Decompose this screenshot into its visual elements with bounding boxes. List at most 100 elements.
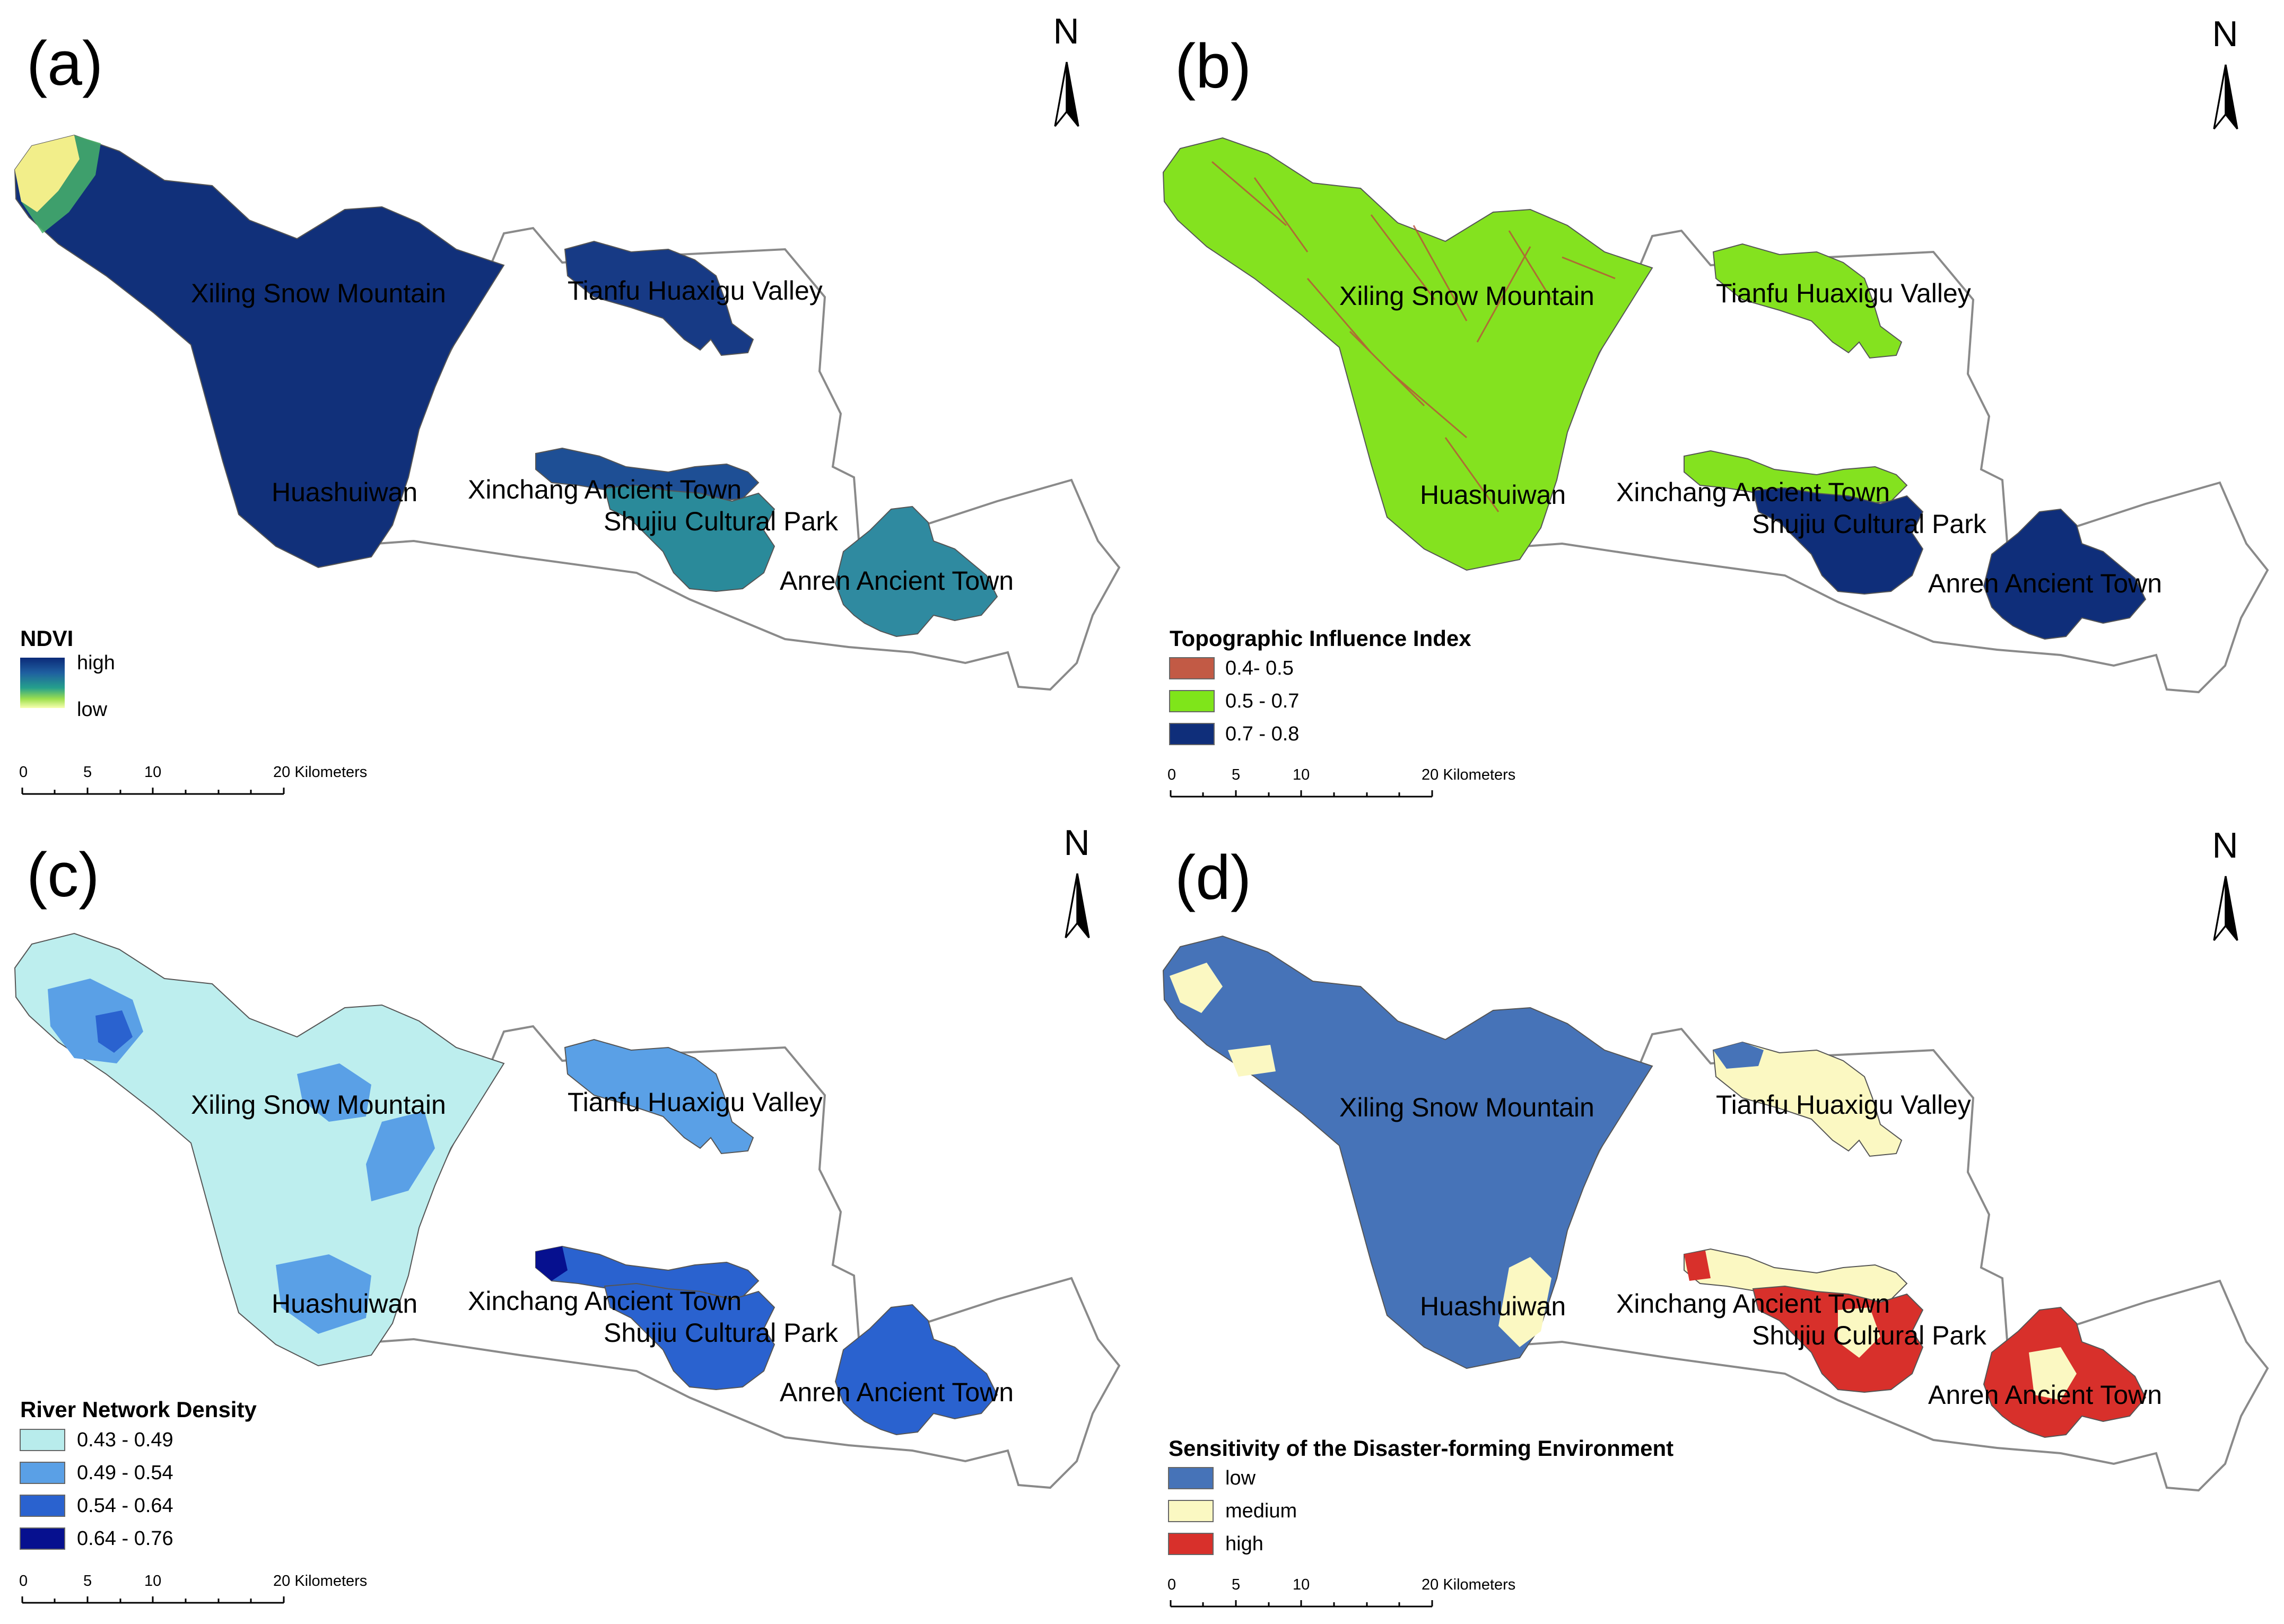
- scale-tick-5: 5: [1232, 1576, 1240, 1593]
- panel-c-place-labels: Xiling Snow Mountain Tianfu Huaxigu Vall…: [191, 1087, 1014, 1407]
- scale-end-label: 20 Kilometers: [1422, 766, 1515, 783]
- label-anren: Anren Ancient Town: [780, 1377, 1014, 1407]
- panel-d-scale-bar: 0 5 10 20 Kilometers: [1167, 1576, 1515, 1608]
- north-letter: N: [2212, 14, 2238, 54]
- north-letter: N: [1053, 11, 1079, 51]
- legend-swatch-1: [20, 1429, 65, 1451]
- legend-title: River Network Density: [20, 1397, 257, 1422]
- panel-a-map: [14, 135, 1120, 691]
- scale-tick-5: 5: [83, 764, 92, 781]
- scale-tick-0: 0: [1167, 766, 1176, 783]
- label-huashuiwan: Huashuiwan: [272, 1289, 417, 1319]
- legend-label-2: medium: [1225, 1500, 1297, 1522]
- ndvi-gradient-bar: [20, 658, 65, 708]
- scale-tick-0: 0: [19, 1573, 28, 1590]
- panel-b-scale-bar: 0 5 10 20 Kilometers: [1167, 766, 1515, 798]
- panel-c-legend: River Network Density 0.43 - 0.49 0.49 -…: [20, 1397, 257, 1550]
- legend-swatch-3: [20, 1495, 65, 1517]
- scale-tick-0: 0: [1167, 1576, 1176, 1593]
- label-huashuiwan: Huashuiwan: [1420, 480, 1566, 510]
- north-arrow-icon: [2213, 64, 2238, 130]
- region-xiling-snow-mountain: [1163, 936, 1653, 1369]
- north-arrow-icon: [1054, 61, 1079, 127]
- label-shujiu: Shujiu Cultural Park: [604, 507, 839, 536]
- label-xiling: Xiling Snow Mountain: [191, 278, 446, 308]
- river-density-patch-4: [366, 1111, 435, 1201]
- legend-label-1: 0.43 - 0.49: [77, 1429, 173, 1451]
- label-xiling: Xiling Snow Mountain: [191, 1090, 446, 1120]
- north-letter: N: [2212, 825, 2238, 866]
- label-tianfu: Tianfu Huaxigu Valley: [1716, 278, 1971, 308]
- river-density-patch-3: [297, 1063, 371, 1122]
- panel-b-map: [1163, 137, 2269, 693]
- panel-d-place-labels: Xiling Snow Mountain Tianfu Huaxigu Vall…: [1339, 1090, 2162, 1410]
- legend-swatch-4: [20, 1527, 65, 1550]
- panel-b-letter: (b): [1175, 31, 1251, 101]
- panel-a-letter: (a): [27, 29, 103, 99]
- label-shujiu: Shujiu Cultural Park: [1752, 1321, 1987, 1350]
- sensitivity-medium-patch-5: [2029, 1347, 2077, 1400]
- panel-a: (a) N Xiling Snow Mountain Tianfu Huaxig…: [14, 11, 1120, 795]
- panel-b-north-arrow: N: [2212, 14, 2238, 130]
- scale-end-label: 20 Kilometers: [273, 764, 367, 781]
- river-density-patch-5: [276, 1254, 371, 1334]
- label-tianfu: Tianfu Huaxigu Valley: [568, 1087, 823, 1117]
- panel-d: (d) N Xiling Snow Mountain Tianfu Huaxig…: [1163, 825, 2269, 1608]
- label-xiling: Xiling Snow Mountain: [1339, 281, 1594, 311]
- legend-label-2: 0.49 - 0.54: [77, 1462, 173, 1484]
- label-xinchang: Xinchang Ancient Town: [468, 475, 742, 504]
- label-xiling: Xiling Snow Mountain: [1339, 1093, 1594, 1122]
- legend-swatch-3: [1168, 1533, 1214, 1555]
- scale-tick-10: 10: [144, 1573, 161, 1590]
- topo-high-slope-lines: [1211, 161, 1616, 512]
- sensitivity-low-patch: [1713, 1042, 1764, 1069]
- gradient-label-low: low: [77, 699, 108, 721]
- panel-b-place-labels: Xiling Snow Mountain Tianfu Huaxigu Vall…: [1339, 278, 2162, 598]
- panel-a-place-labels: Xiling Snow Mountain Tianfu Huaxigu Vall…: [191, 276, 1014, 596]
- legend-swatch-2: [20, 1462, 65, 1484]
- scale-tick-10: 10: [1293, 766, 1310, 783]
- legend-swatch-1: [1169, 657, 1215, 679]
- panel-a-scale-bar: 0 5 10 20 Kilometers: [19, 764, 367, 795]
- legend-swatch-2: [1169, 690, 1215, 712]
- legend-title: NDVI: [20, 626, 73, 651]
- legend-label-3: 0.7 - 0.8: [1225, 723, 1299, 745]
- label-tianfu: Tianfu Huaxigu Valley: [1716, 1090, 1971, 1120]
- legend-swatch-2: [1168, 1500, 1214, 1522]
- legend-title: Topographic Influence Index: [1170, 626, 1471, 651]
- legend-label-4: 0.64 - 0.76: [77, 1527, 173, 1550]
- region-xiling-snow-mountain: [1163, 137, 1653, 571]
- sensitivity-high-patch-1: [1684, 1251, 1711, 1281]
- label-anren: Anren Ancient Town: [780, 566, 1014, 596]
- panel-c-letter: (c): [27, 840, 100, 910]
- panel-d-letter: (d): [1175, 843, 1251, 913]
- panel-b-legend: Topographic Influence Index 0.4- 0.5 0.5…: [1169, 626, 1471, 745]
- ndvi-mid-patch: [21, 135, 101, 233]
- panel-c-north-arrow: N: [1063, 823, 1090, 939]
- panel-a-north-arrow: N: [1053, 11, 1079, 127]
- panel-c-map: [14, 933, 1120, 1489]
- north-arrow-icon: [2213, 875, 2238, 941]
- legend-label-1: 0.4- 0.5: [1225, 657, 1294, 679]
- legend-label-3: high: [1225, 1533, 1263, 1555]
- scale-tick-10: 10: [144, 764, 161, 781]
- legend-label-1: low: [1225, 1467, 1256, 1489]
- sensitivity-medium-patch-1: [1170, 963, 1223, 1013]
- river-density-patch-2: [95, 1010, 133, 1053]
- panel-c: (c) N Xiling Snow Mountain Tianfu Huaxig…: [14, 823, 1120, 1604]
- sensitivity-medium-patch-2: [1228, 1045, 1276, 1077]
- panel-d-north-arrow: N: [2212, 825, 2238, 941]
- sensitivity-medium-patch-4: [1838, 1307, 1880, 1358]
- panel-a-legend: NDVI high low: [20, 626, 115, 721]
- region-anren-ancient-town: [835, 1304, 998, 1435]
- legend-swatch-3: [1169, 723, 1215, 745]
- label-anren: Anren Ancient Town: [1928, 1380, 2162, 1410]
- panel-d-map: [1163, 936, 2269, 1491]
- north-letter: N: [1063, 823, 1089, 863]
- label-xinchang: Xinchang Ancient Town: [1616, 1289, 1890, 1319]
- label-xinchang: Xinchang Ancient Town: [1616, 477, 1890, 507]
- label-shujiu: Shujiu Cultural Park: [604, 1318, 839, 1348]
- panel-b: (b) N Xiling Snow Mountain Tianfu Huaxig…: [1163, 14, 2269, 798]
- scale-tick-5: 5: [83, 1573, 92, 1590]
